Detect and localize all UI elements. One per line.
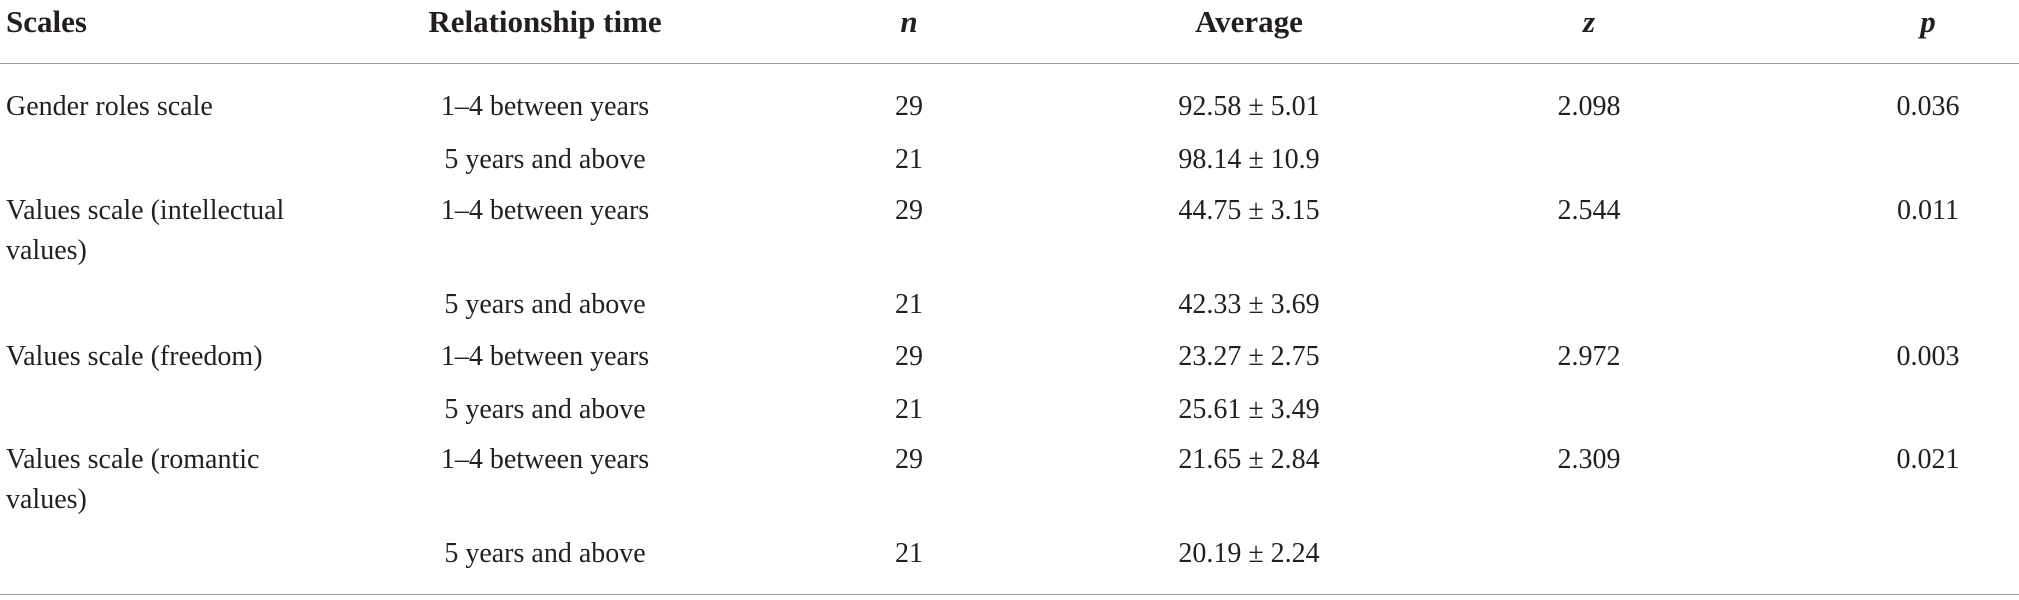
scale-name: Values scale (freedom) (6, 341, 263, 372)
relationship-time: 1–4 between years (440, 444, 650, 475)
relationship-time: 5 years and above (444, 394, 646, 425)
n-value: 21 (895, 289, 923, 320)
n-value: 21 (895, 394, 923, 425)
p-value: 0.021 (1896, 444, 1960, 475)
n-value: 29 (895, 195, 923, 226)
average: 25.61 ± 3.49 (1178, 394, 1320, 425)
header-cell: p (1920, 4, 1936, 39)
average: 20.19 ± 2.24 (1178, 538, 1320, 569)
scale-name: Gender roles scale (6, 91, 213, 122)
average: 23.27 ± 2.75 (1178, 341, 1320, 372)
z-value: 2.972 (1557, 341, 1621, 372)
n-value: 29 (895, 341, 923, 372)
relationship-time: 5 years and above (444, 144, 646, 175)
scale-name: Values scale (romantic values) (6, 444, 260, 515)
p-value: 0.003 (1896, 341, 1960, 372)
n-value: 21 (895, 144, 923, 175)
relationship-time: 5 years and above (444, 289, 646, 320)
average: 42.33 ± 3.69 (1178, 289, 1320, 320)
relationship-time: 1–4 between years (440, 341, 650, 372)
relationship-time: 1–4 between years (440, 91, 650, 122)
relationship-time: 5 years and above (444, 538, 646, 569)
relationship-time: 1–4 between years (440, 195, 650, 226)
z-value: 2.309 (1557, 444, 1621, 475)
header-cell: Scales (6, 4, 87, 39)
header-rule (0, 63, 2019, 64)
z-value: 2.544 (1557, 195, 1621, 226)
header-cell: Average (1195, 4, 1303, 39)
average: 98.14 ± 10.9 (1178, 144, 1320, 175)
header-cell: z (1582, 4, 1596, 39)
average: 21.65 ± 2.84 (1178, 444, 1320, 475)
header-cell: n (900, 4, 918, 39)
n-value: 29 (895, 91, 923, 122)
average: 92.58 ± 5.01 (1178, 91, 1320, 122)
average: 44.75 ± 3.15 (1178, 195, 1320, 226)
z-value: 2.098 (1557, 91, 1621, 122)
header-cell: Relationship time (428, 4, 662, 39)
p-value: 0.036 (1896, 91, 1960, 122)
n-value: 29 (895, 444, 923, 475)
bottom-rule (0, 594, 2019, 595)
scale-name: Values scale (intellectual values) (6, 195, 285, 266)
p-value: 0.011 (1897, 195, 1959, 226)
n-value: 21 (895, 538, 923, 569)
